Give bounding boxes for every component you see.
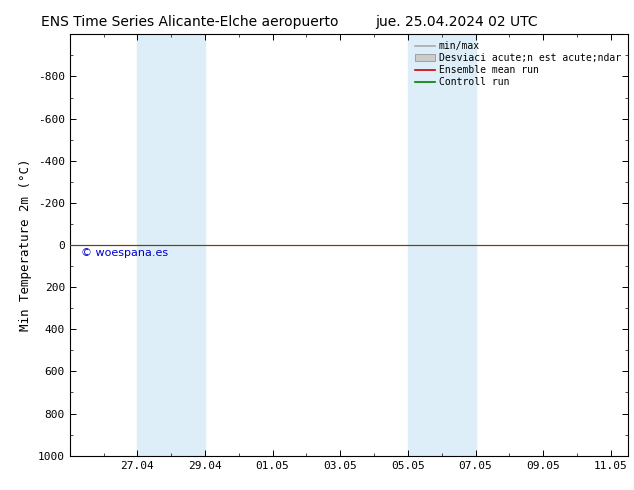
Bar [408,34,476,456]
Bar [138,34,205,456]
Text: jue. 25.04.2024 02 UTC: jue. 25.04.2024 02 UTC [375,15,538,29]
Y-axis label: Min Temperature 2m (°C): Min Temperature 2m (°C) [19,159,32,331]
Legend: min/max, Desviaci acute;n est acute;ndar, Ensemble mean run, Controll run: min/max, Desviaci acute;n est acute;ndar… [413,39,623,89]
Title: ENS Time Series Alicante-Elche aeropuerto     jue. 25.04.2024 02 UTC: ENS Time Series Alicante-Elche aeropuert… [0,489,1,490]
Text: © woespana.es: © woespana.es [81,248,168,258]
Text: ENS Time Series Alicante-Elche aeropuerto: ENS Time Series Alicante-Elche aeropuert… [41,15,339,29]
